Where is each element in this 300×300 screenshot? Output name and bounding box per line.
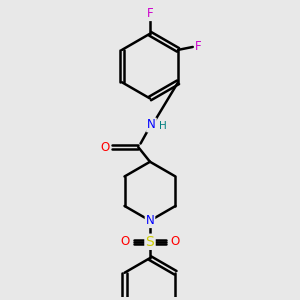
Text: N: N	[146, 214, 154, 227]
Text: N: N	[147, 118, 156, 131]
Text: O: O	[170, 236, 180, 248]
Text: O: O	[120, 236, 130, 248]
Text: S: S	[146, 235, 154, 249]
Text: O: O	[120, 236, 130, 248]
Text: S: S	[146, 235, 154, 249]
Text: F: F	[147, 7, 153, 20]
Text: H: H	[159, 122, 167, 131]
Text: F: F	[195, 40, 202, 53]
Text: O: O	[170, 236, 180, 248]
Text: O: O	[100, 141, 110, 154]
